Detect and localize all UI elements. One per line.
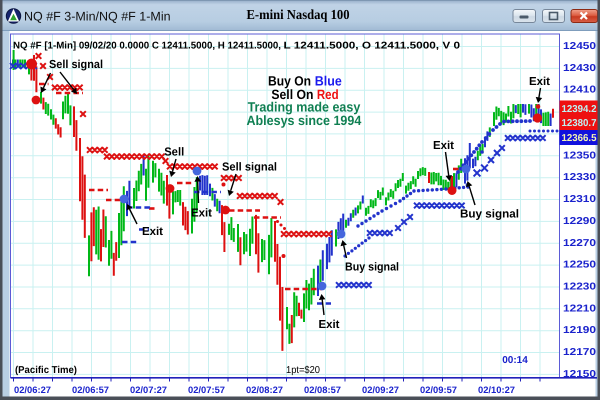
svg-text:Ablesys since 1994: Ablesys since 1994 <box>247 113 362 128</box>
svg-text:Sell signal: Sell signal <box>222 161 277 174</box>
svg-text:02/06:27: 02/06:27 <box>14 385 51 395</box>
svg-text:L 12411.5000, O 12411.5000, V: L 12411.5000, O 12411.5000, V 0 <box>284 41 461 52</box>
svg-text:Sell signal: Sell signal <box>49 58 103 71</box>
svg-text:Exit: Exit <box>142 225 163 238</box>
svg-text:12410: 12410 <box>563 85 597 96</box>
svg-text:12170: 12170 <box>563 347 597 358</box>
svg-text:Trading made easy: Trading made easy <box>248 100 361 115</box>
svg-text:02/08:27: 02/08:27 <box>246 385 283 395</box>
svg-text:NQ #F [1-Min] 09/02/20 0.0000: NQ #F [1-Min] 09/02/20 0.0000 C 12411.50… <box>13 41 281 52</box>
svg-text:12150: 12150 <box>563 369 597 380</box>
svg-text:Buy On: Buy On <box>268 74 311 89</box>
svg-text:12350: 12350 <box>563 150 597 161</box>
svg-text:02/06:57: 02/06:57 <box>72 385 109 395</box>
svg-text:Sell: Sell <box>164 146 184 159</box>
svg-text:Exit: Exit <box>529 75 550 88</box>
svg-text:12310: 12310 <box>563 194 597 205</box>
svg-text:12394.2: 12394.2 <box>562 104 597 115</box>
svg-text:12430: 12430 <box>563 63 597 74</box>
svg-text:02/08:57: 02/08:57 <box>304 385 341 395</box>
svg-text:Buy signal: Buy signal <box>460 208 519 221</box>
svg-text:Exit: Exit <box>433 139 454 152</box>
svg-text:Exit: Exit <box>191 207 212 220</box>
svg-text:Buy signal: Buy signal <box>345 261 399 274</box>
svg-text:02/09:27: 02/09:27 <box>362 385 399 395</box>
svg-text:12210: 12210 <box>563 303 597 314</box>
svg-text:12450: 12450 <box>563 41 597 52</box>
svg-text:02/07:57: 02/07:57 <box>188 385 225 395</box>
svg-text:(Pacific Time): (Pacific Time) <box>15 365 77 376</box>
svg-text:Blue: Blue <box>315 74 342 89</box>
svg-text:Sell On: Sell On <box>271 87 313 102</box>
svg-text:12366.5: 12366.5 <box>562 133 597 144</box>
svg-text:E-mini Nasdaq 100: E-mini Nasdaq 100 <box>247 7 350 22</box>
svg-text:12330: 12330 <box>563 172 597 183</box>
svg-text:12250: 12250 <box>563 260 597 271</box>
svg-text:12270: 12270 <box>563 238 597 249</box>
svg-text:12190: 12190 <box>563 325 597 336</box>
svg-text:NQ #F 3-Min/NQ #F 1-Min: NQ #F 3-Min/NQ #F 1-Min <box>24 10 171 24</box>
svg-text:12380.7: 12380.7 <box>562 118 597 129</box>
svg-text:1pt=$20: 1pt=$20 <box>286 365 320 376</box>
svg-text:Red: Red <box>317 87 339 102</box>
svg-text:02/09:57: 02/09:57 <box>420 385 457 395</box>
svg-text:12230: 12230 <box>563 282 597 293</box>
svg-text:00:14: 00:14 <box>502 355 528 366</box>
svg-text:02/10:27: 02/10:27 <box>478 385 515 395</box>
svg-text:12290: 12290 <box>563 216 597 227</box>
svg-text:Exit: Exit <box>319 318 340 331</box>
svg-text:02/07:27: 02/07:27 <box>130 385 167 395</box>
